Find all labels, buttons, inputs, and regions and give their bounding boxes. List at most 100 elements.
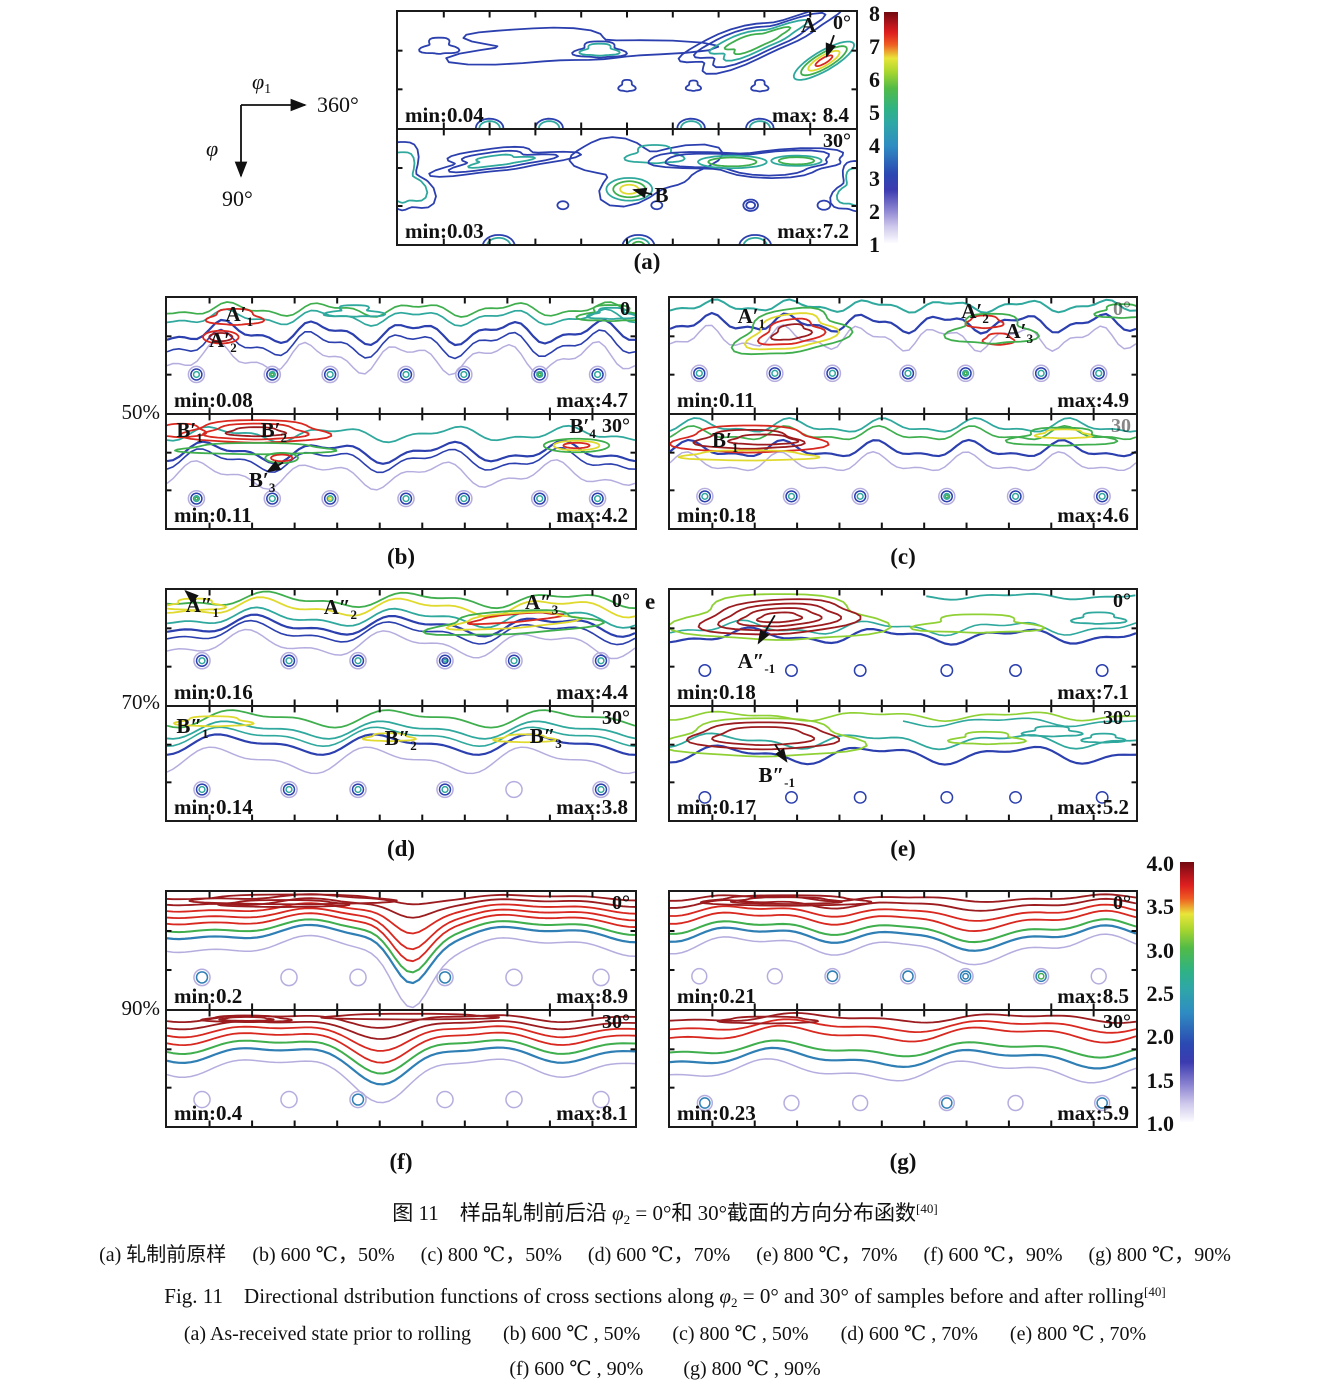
panel-g: 0° min:0.21 max:8.5 30° min:0.23 max:5.9 (668, 890, 1138, 1128)
peak-label: A″-1 (737, 648, 776, 676)
peak-label: B″-1 (758, 762, 795, 790)
panel-g-letter: (g) (889, 1149, 917, 1174)
colorbar-tick: 3.5 (1146, 894, 1175, 919)
panel-c-letter: (c) (890, 544, 916, 569)
colorbar-tick: 4 (869, 133, 880, 158)
panel-a-letter: (a) (633, 249, 661, 274)
panel-f: 0° min:0.2 max:8.9 30° min:0.4 max:8.1 (165, 890, 637, 1128)
caption-en-items-1: (a) As-received state prior to rolling (… (0, 1322, 1330, 1346)
caption-item: (g) 800 ℃，90% (1088, 1244, 1231, 1266)
contour-plot-d-30 (167, 707, 635, 820)
min-label: min:0.04 (405, 103, 484, 127)
peak-label: B′3 (248, 468, 276, 496)
angle-label: 30° (1103, 707, 1131, 729)
contour-plot-c-30 (670, 415, 1136, 528)
panel-g-section-0deg: 0° min:0.21 max:8.5 (670, 892, 1136, 1009)
min-label: min:0.18 (677, 680, 756, 704)
max-label: max:5.2 (1057, 795, 1129, 819)
panel-a-section-30deg: 30° min:0.03 max:7.2 B (398, 128, 856, 244)
peak-label: A′3 (1005, 319, 1034, 346)
peak-label-B: B (654, 182, 669, 207)
peak-label: A′2 (961, 299, 989, 327)
max-label: max:8.9 (556, 984, 628, 1008)
phi-max-label: 90° (222, 186, 253, 211)
contour-plot-f-0 (167, 892, 635, 1009)
caption-item: (a) As-received state prior to rolling (183, 1323, 471, 1345)
max-label: max:4.6 (1057, 503, 1129, 527)
caption-item: (b) 600 ℃ , 50% (502, 1323, 641, 1345)
row-label-50: 50% (121, 400, 161, 424)
caption-item: (f) 600 ℃，90% (923, 1244, 1063, 1266)
colorbar-tick: 6 (869, 67, 880, 92)
max-label: max:5.9 (1057, 1101, 1129, 1125)
angle-label: 0° (1113, 298, 1131, 320)
colorbar-tick: 2.0 (1146, 1024, 1175, 1049)
colorbar-tick: 7 (869, 34, 880, 59)
phi1-max-label: 360° (317, 92, 359, 117)
contour-plot-c-0 (670, 298, 1136, 413)
panel-f-letter: (f) (389, 1149, 413, 1174)
contour-plot-b-0 (167, 298, 635, 413)
colorbar-tick: 1.5 (1146, 1068, 1175, 1093)
peak-label: B′1 (711, 427, 739, 455)
caption-en-items-2: (f) 600 ℃ , 90% (g) 800 ℃ , 90% (0, 1357, 1330, 1381)
caption-item: (e) 800 ℃，70% (756, 1244, 898, 1266)
colorbar-tick: 5 (869, 100, 880, 125)
stray-label-e: e (645, 589, 656, 614)
peak-label: A″3 (525, 590, 559, 618)
colorbar-bottom-labels: 4.0 3.5 3.0 2.5 2.0 1.5 1.0 (1126, 853, 1175, 1135)
panel-b: 0 min:0.08 max:4.7 A′1 A′2 30° min:0.11 … (165, 296, 637, 530)
caption-en-title: Fig. 11 Directional dstribution function… (164, 1284, 1166, 1310)
max-label: max:7.1 (1057, 680, 1129, 704)
panel-d-section-0deg: 0° min:0.16 max:4.4 A″1 A″2 A″3 (167, 590, 635, 705)
caption-item: (d) 600 ℃，70% (587, 1244, 731, 1266)
contour-plot-f-30 (167, 1011, 635, 1126)
max-label: max:4.9 (1057, 388, 1129, 412)
peak-label: A″1 (185, 592, 219, 620)
min-label: min:0.4 (174, 1101, 243, 1125)
max-label: max:4.2 (556, 503, 628, 527)
panel-e: 0° min:0.18 max:7.1 A″-1 30° min:0.17 ma… (668, 588, 1138, 822)
caption-zh-items: (a) 轧制前原样 (b) 600 ℃，50% (c) 800 ℃，50% (d… (0, 1243, 1330, 1267)
caption-item: (f) 600 ℃ , 90% (509, 1358, 644, 1380)
caption-item: (b) 600 ℃，50% (252, 1244, 395, 1266)
panel-b-section-30deg: 30° min:0.11 max:4.2 B′1 B′2 B′4 B′3 (167, 413, 635, 528)
contour-plot-e-30 (670, 707, 1136, 820)
contour-plot-d-0 (167, 590, 635, 705)
caption-item: (c) 800 ℃，50% (420, 1244, 562, 1266)
contour-plot-e-0 (670, 590, 1136, 705)
colorbar-tick: 3 (869, 166, 880, 191)
phi-axis-label: φ (206, 136, 219, 161)
panel-d-section-30deg: 30° min:0.14 max:3.8 B″1 B″2 B″3 (167, 705, 635, 820)
angle-label: 30 (1111, 415, 1131, 437)
angle-label: 30° (823, 130, 851, 152)
panel-c: 0° min:0.11 max:4.9 A′1 A′2 A′3 30 min:0… (668, 296, 1138, 530)
peak-label: B″2 (384, 726, 417, 754)
colorbar-tick: 1.0 (1146, 1111, 1175, 1136)
peak-label: B″1 (176, 714, 209, 742)
contour-plot-a-30 (398, 130, 856, 244)
max-label: max:4.7 (556, 388, 628, 412)
angle-label: 0° (612, 590, 630, 612)
colorbar-tick: 2 (869, 199, 880, 224)
angle-label: 30° (602, 415, 630, 437)
colorbar-tick: 1 (869, 232, 880, 257)
min-label: min:0.18 (677, 503, 756, 527)
contour-plot-b-30 (167, 415, 635, 528)
phi1-axis-label: φ1 (252, 69, 272, 97)
panel-f-section-30deg: 30° min:0.4 max:8.1 (167, 1009, 635, 1126)
angle-label: 0 (620, 298, 630, 320)
colorbar-top-labels: 8 7 6 5 4 3 2 1 (856, 3, 880, 256)
min-label: min:0.16 (174, 680, 253, 704)
panel-c-section-30deg: 30 min:0.18 max:4.6 B′1 (670, 413, 1136, 528)
max-label: max:8.5 (1057, 984, 1129, 1008)
min-label: min:0.11 (677, 388, 755, 412)
colorbar-tick: 4.0 (1146, 851, 1175, 876)
max-label: max: 8.4 (772, 103, 849, 127)
caption-item: (a) 轧制前原样 (99, 1244, 227, 1266)
min-label: min:0.11 (174, 503, 252, 527)
min-label: min:0.2 (174, 984, 243, 1008)
max-label: max:3.8 (556, 795, 628, 819)
peak-label-A: A (801, 13, 817, 38)
angle-label: 30° (1103, 1011, 1131, 1033)
